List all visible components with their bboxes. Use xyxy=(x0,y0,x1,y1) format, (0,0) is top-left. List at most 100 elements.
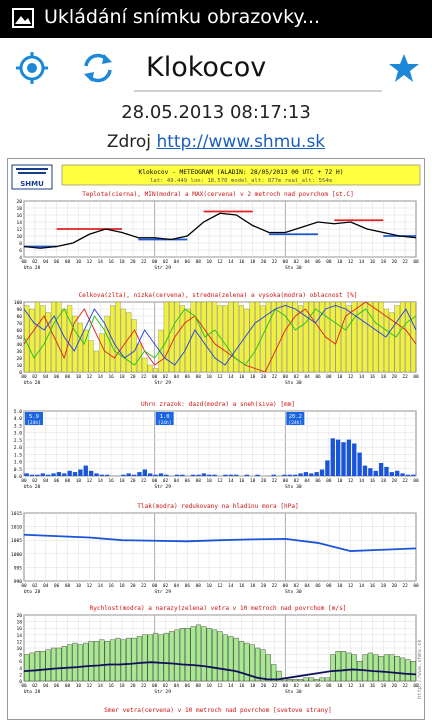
star-icon[interactable] xyxy=(386,50,422,86)
x-hour-label: 16 xyxy=(108,683,114,689)
x-hour-label: 08 xyxy=(196,259,202,265)
x-hour-label: 20 xyxy=(130,583,136,589)
x-hour-label: 06 xyxy=(315,478,321,484)
cloud-total-bar xyxy=(287,301,293,373)
x-hour-label: 12 xyxy=(87,583,93,589)
precip-bar xyxy=(190,474,196,476)
x-hour-label: 22 xyxy=(402,374,408,380)
x-hour-label: 16 xyxy=(370,478,376,484)
cloud-total-bar xyxy=(357,301,363,373)
x-hour-label: 20 xyxy=(130,374,136,380)
wind-gust-bar xyxy=(319,677,325,682)
x-hour-label: 00 xyxy=(21,259,27,265)
x-hour-label: 10 xyxy=(76,478,82,484)
x-hour-label: 10 xyxy=(206,259,212,265)
wind-gust-bar xyxy=(233,637,239,682)
panel-title: Smer vetra(cervena) v 10 metroch nad pov… xyxy=(104,707,331,714)
x-day-label: Str 29 xyxy=(154,265,171,271)
wind-gust-bar xyxy=(158,634,164,682)
x-hour-label: 10 xyxy=(76,259,82,265)
wind-gust-bar xyxy=(190,626,196,682)
precip-bar xyxy=(244,474,250,476)
x-hour-label: 10 xyxy=(337,478,343,484)
y-tick-label: 1005 xyxy=(11,538,22,544)
x-hour-label: 20 xyxy=(392,478,398,484)
precip-bar xyxy=(325,460,330,476)
x-hour-label: 02 xyxy=(294,583,300,589)
x-hour-label: 00 xyxy=(152,374,158,380)
x-hour-label: 08 xyxy=(196,478,202,484)
precip-bar xyxy=(384,466,389,476)
wind-gust-bar xyxy=(77,644,83,682)
precip-total-box xyxy=(286,412,305,425)
x-hour-label: 04 xyxy=(43,478,49,484)
x-hour-label: 02 xyxy=(32,583,38,589)
precip-bar xyxy=(341,442,346,476)
location-field[interactable]: Klokocov xyxy=(134,46,382,92)
cloud-total-bar xyxy=(400,301,406,373)
y-tick-label: 8 xyxy=(19,241,22,247)
y-tick-label: 14 xyxy=(16,220,22,226)
x-hour-label: 08 xyxy=(65,259,71,265)
x-hour-label: 00 xyxy=(413,259,419,265)
x-hour-label: 16 xyxy=(239,259,245,265)
refresh-icon[interactable] xyxy=(80,50,116,86)
wind-gust-bar xyxy=(195,624,202,682)
x-hour-label: 14 xyxy=(359,259,365,265)
y-tick-label: 0 xyxy=(19,679,22,685)
wind-gust-bar xyxy=(335,651,341,682)
precip-total-value: 20.2 xyxy=(289,414,302,420)
precip-bar xyxy=(212,474,217,476)
x-hour-label: 14 xyxy=(98,478,104,484)
x-hour-label: 02 xyxy=(163,583,169,589)
wind-gust-bar xyxy=(297,679,304,682)
cloud-total-bar xyxy=(142,357,148,373)
cloud-total-bar xyxy=(222,305,228,373)
wind-gust-bar xyxy=(389,654,395,682)
wind-gust-bar xyxy=(357,661,363,682)
x-hour-label: 20 xyxy=(261,683,267,689)
cloud-total-bar xyxy=(389,312,395,373)
precip-bar xyxy=(105,474,110,476)
precip-bar xyxy=(158,473,164,476)
precip-bar xyxy=(137,472,142,476)
y-tick-label: 20 xyxy=(16,356,22,362)
x-day-label: Stv 30 xyxy=(285,380,302,386)
x-hour-label: 22 xyxy=(141,683,147,689)
y-tick-label: 90 xyxy=(16,307,22,313)
x-hour-label: 04 xyxy=(43,374,49,380)
y-tick-label: 3.0 xyxy=(14,431,23,437)
x-hour-label: 06 xyxy=(54,374,60,380)
wind-gust-bar xyxy=(169,631,175,682)
x-hour-label: 12 xyxy=(348,583,354,589)
precip-total-box xyxy=(155,412,174,425)
precip-bar xyxy=(207,474,212,476)
source-link[interactable]: http://www.shmu.sk xyxy=(156,132,326,152)
x-hour-label: 00 xyxy=(152,683,158,689)
wind-gust-bar xyxy=(394,656,400,682)
y-tick-label: 14 xyxy=(16,633,22,639)
wind-gust-bar xyxy=(314,679,320,682)
wind-gust-bar xyxy=(410,661,416,682)
x-hour-label: 20 xyxy=(392,259,398,265)
wind-gust-bar xyxy=(206,628,212,682)
wind-gust-bar xyxy=(276,670,282,682)
y-tick-label: 4 xyxy=(19,255,22,261)
x-hour-label: 12 xyxy=(87,259,93,265)
x-hour-label: 18 xyxy=(119,374,125,380)
x-hour-label: 14 xyxy=(228,478,234,484)
target-icon[interactable] xyxy=(14,50,50,86)
x-hour-label: 14 xyxy=(359,374,365,380)
x-hour-label: 16 xyxy=(108,374,114,380)
precip-bar xyxy=(72,472,78,476)
y-tick-label: 10 xyxy=(16,234,22,240)
x-hour-label: 20 xyxy=(261,478,267,484)
x-hour-label: 18 xyxy=(119,259,125,265)
x-day-label: Str 29 xyxy=(154,689,171,695)
shmu-logo-waves xyxy=(16,168,48,174)
precip-bar xyxy=(148,473,153,476)
x-hour-label: 14 xyxy=(228,683,234,689)
precip-bar xyxy=(362,465,368,476)
x-hour-label: 00 xyxy=(283,478,289,484)
precip-bar xyxy=(164,474,169,476)
